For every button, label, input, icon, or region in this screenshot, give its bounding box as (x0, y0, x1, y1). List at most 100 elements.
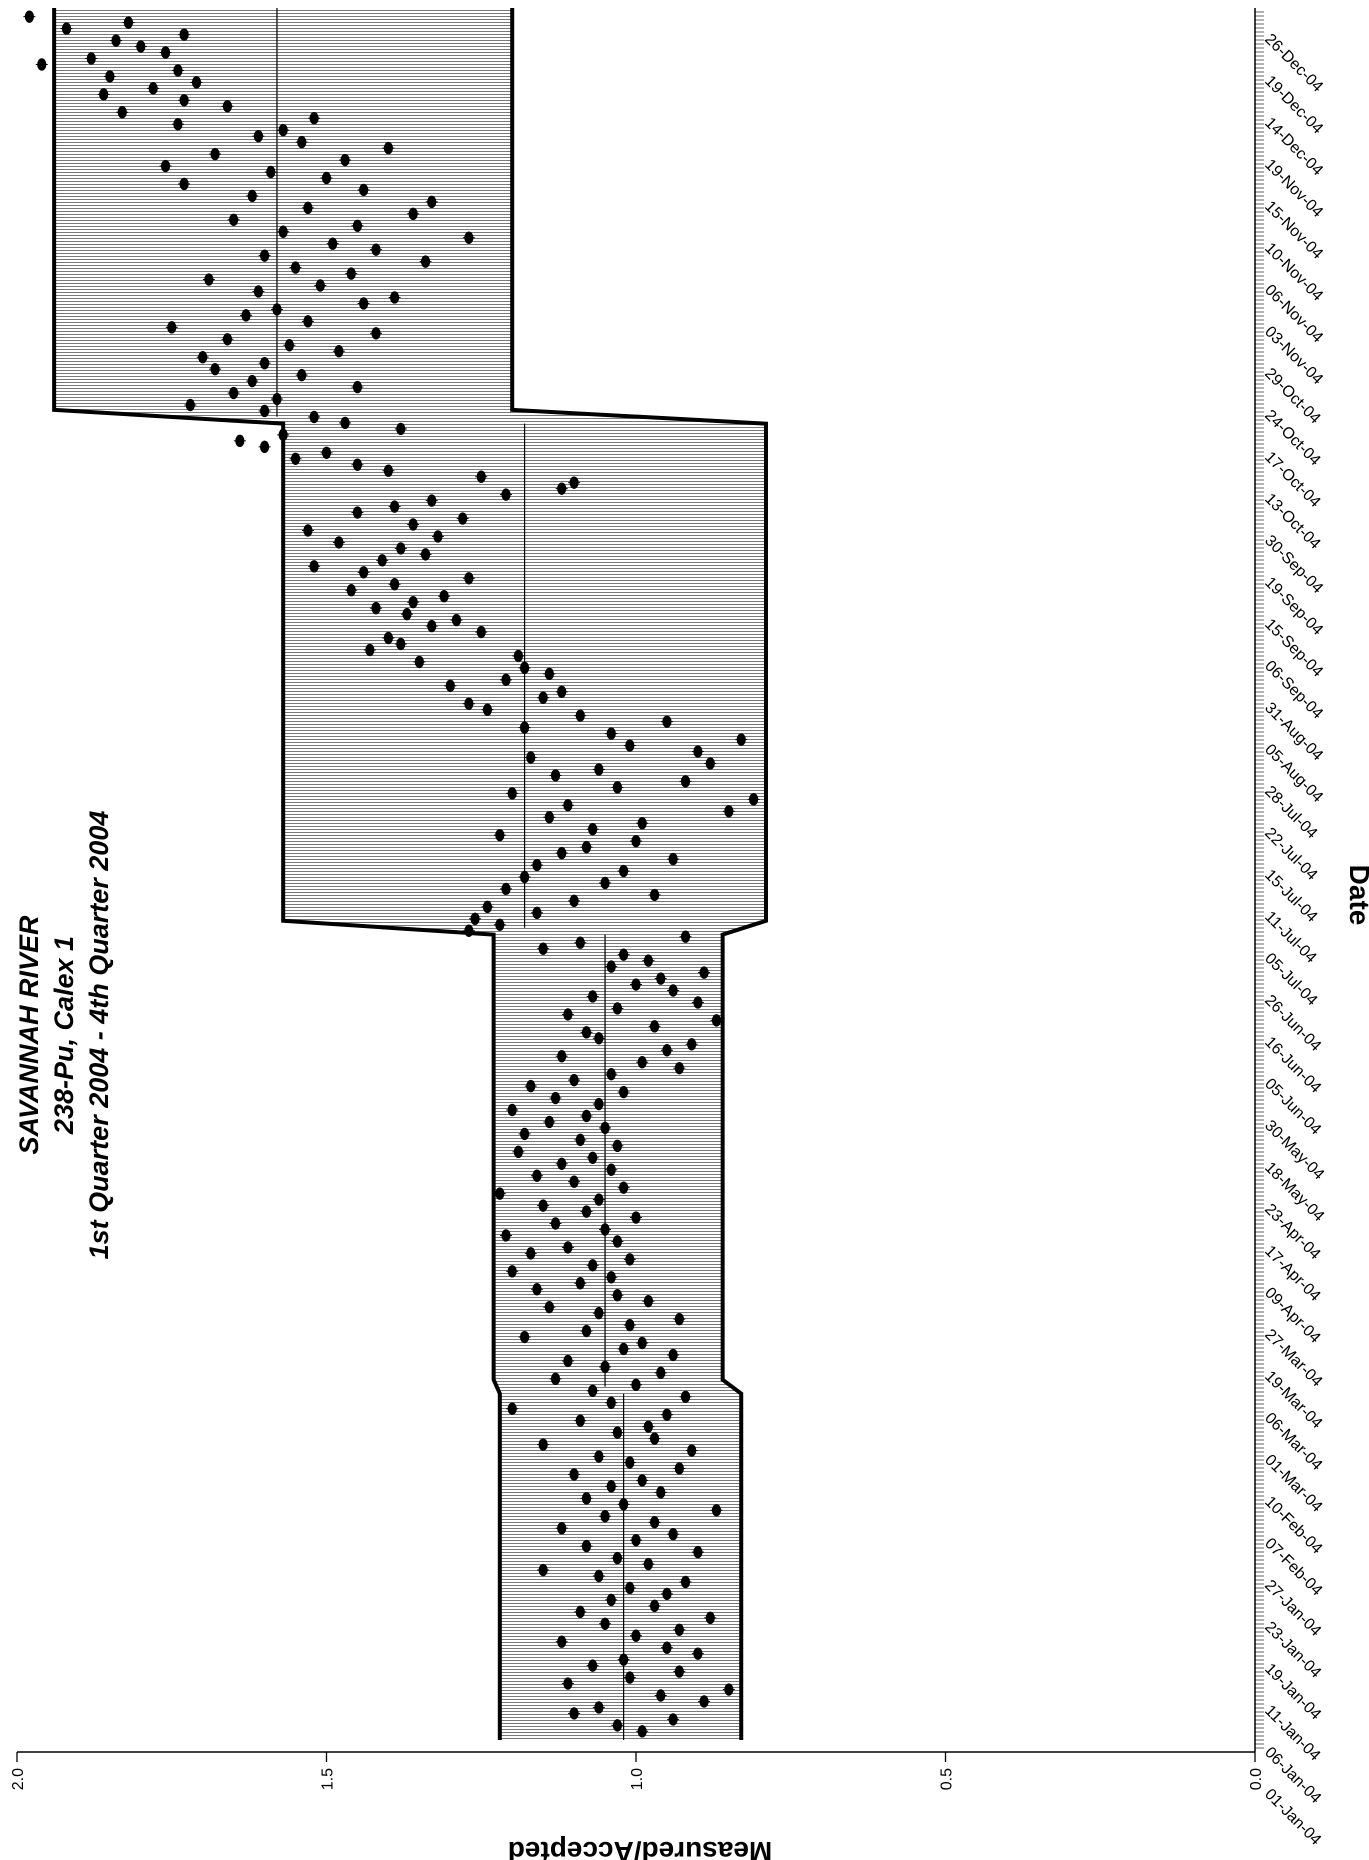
data-point (519, 661, 530, 675)
control-band-transition-1 (493, 1379, 742, 1394)
data-point (222, 100, 233, 113)
data-point (427, 494, 437, 507)
data-point (303, 524, 313, 537)
data-point (235, 434, 245, 448)
data-point (24, 10, 34, 23)
data-point (612, 1426, 623, 1439)
data-point (346, 267, 356, 280)
data-point (575, 936, 585, 949)
data-point (606, 1067, 616, 1081)
data-point (229, 213, 239, 226)
data-point (532, 1169, 542, 1182)
data-point (334, 536, 344, 549)
data-point (519, 1330, 530, 1344)
data-point (575, 1605, 585, 1619)
data-point (99, 88, 109, 101)
data-point (86, 52, 96, 65)
data-point (123, 16, 134, 29)
title-line-2: 238-Pu, Calex 1 (49, 936, 79, 1135)
data-point (340, 416, 350, 430)
data-point (309, 112, 319, 125)
data-point (569, 1175, 579, 1188)
data-point (637, 1725, 647, 1738)
data-point (111, 34, 121, 47)
data-point (563, 1677, 573, 1690)
data-point (680, 1575, 691, 1589)
data-point (297, 135, 307, 149)
data-point (495, 828, 505, 842)
data-point (736, 733, 746, 746)
control-limit-bands (54, 8, 766, 1740)
data-point (260, 249, 270, 262)
data-point (575, 1133, 585, 1147)
data-point (550, 1372, 561, 1386)
control-band-2 (493, 934, 723, 1380)
data-point (625, 739, 635, 752)
data-point (631, 1533, 641, 1547)
data-point (352, 458, 363, 471)
data-point (581, 1324, 592, 1338)
data-point (668, 1713, 678, 1726)
data-point (569, 1707, 579, 1720)
data-point (594, 1097, 604, 1111)
data-point (148, 82, 158, 95)
data-point (179, 28, 189, 41)
data-point (173, 64, 183, 77)
mean-line (276, 8, 625, 1740)
data-point (668, 852, 678, 866)
data-point (563, 1008, 573, 1021)
data-point (656, 1689, 666, 1702)
data-point (581, 1205, 592, 1218)
data-point (656, 972, 666, 985)
upper-control-limit (52, 8, 502, 1740)
data-point (569, 1468, 579, 1481)
data-point (266, 165, 276, 179)
data-point (649, 1599, 660, 1613)
data-point (699, 966, 709, 979)
data-point (724, 805, 734, 818)
data-point (185, 398, 195, 412)
data-point (396, 542, 406, 555)
data-point (352, 506, 363, 519)
data-point (253, 129, 264, 143)
data-point (563, 799, 573, 812)
data-point (278, 225, 288, 238)
data-point (396, 422, 406, 436)
data-point (643, 954, 653, 967)
data-point (371, 243, 381, 256)
data-point (359, 297, 369, 310)
data-point (538, 1199, 548, 1212)
data-point (321, 446, 332, 459)
data-point (321, 171, 332, 185)
data-point (173, 118, 183, 131)
data-point (637, 1336, 647, 1350)
data-point (371, 327, 381, 340)
data-point (519, 1127, 530, 1141)
data-point (179, 177, 189, 191)
data-point (179, 94, 189, 107)
data-point (501, 488, 511, 501)
data-point (365, 643, 375, 657)
data-point (705, 757, 715, 770)
data-points (23, 10, 760, 1738)
control-band-4 (54, 8, 513, 410)
data-point (687, 1444, 697, 1457)
data-point (501, 1229, 511, 1242)
data-point (588, 990, 598, 1003)
data-point (581, 1492, 592, 1505)
data-point (581, 1026, 592, 1039)
control-band-1 (499, 1393, 742, 1740)
data-point (427, 195, 437, 209)
data-point (575, 1414, 585, 1427)
data-point (749, 793, 759, 806)
data-point (544, 811, 554, 824)
data-point (519, 870, 530, 884)
data-point (625, 1253, 635, 1266)
data-point (693, 1545, 703, 1559)
data-point (507, 1402, 517, 1415)
data-point (198, 351, 208, 364)
data-point (674, 1665, 684, 1678)
data-point (359, 183, 369, 197)
data-point (680, 1390, 691, 1403)
